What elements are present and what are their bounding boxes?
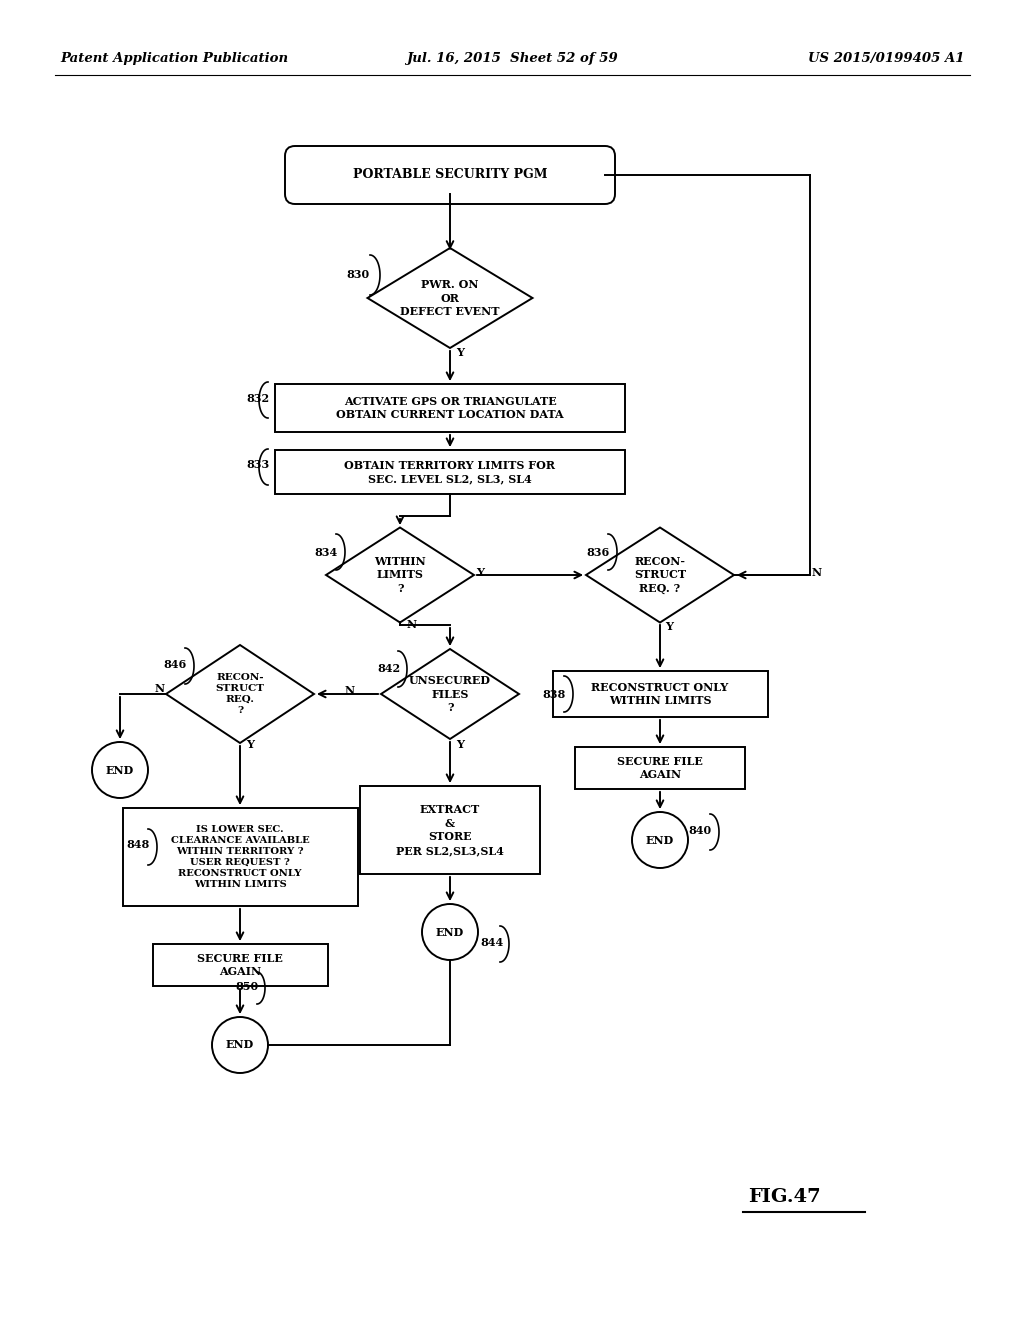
Bar [153, 944, 328, 986]
Text: Jul. 16, 2015  Sheet 52 of 59: Jul. 16, 2015 Sheet 52 of 59 [407, 51, 617, 65]
Text: 836: 836 [587, 546, 609, 557]
Text: 832: 832 [247, 392, 269, 404]
Text: FIG.47: FIG.47 [748, 1188, 820, 1206]
Circle shape [92, 742, 148, 799]
Text: SECURE FILE
AGAIN: SECURE FILE AGAIN [617, 755, 702, 780]
Bar [275, 450, 625, 494]
Text: PWR. ON
OR
DEFECT EVENT: PWR. ON OR DEFECT EVENT [400, 279, 500, 317]
Bar [553, 671, 768, 717]
Bar [275, 384, 625, 432]
Text: RECON-
STRUCT
REQ.
?: RECON- STRUCT REQ. ? [215, 673, 264, 715]
Circle shape [632, 812, 688, 869]
Text: RECON-
STRUCT
REQ. ?: RECON- STRUCT REQ. ? [634, 556, 686, 594]
Text: 834: 834 [314, 546, 338, 557]
Text: Y: Y [476, 566, 484, 578]
Text: SECURE FILE
AGAIN: SECURE FILE AGAIN [197, 953, 283, 977]
Text: Y: Y [456, 346, 464, 358]
Text: 840: 840 [688, 825, 712, 836]
Circle shape [212, 1016, 268, 1073]
Text: END: END [646, 834, 674, 846]
Text: 846: 846 [164, 660, 186, 671]
Text: Y: Y [456, 739, 464, 751]
Text: N: N [155, 682, 165, 693]
Text: ACTIVATE GPS OR TRIANGULATE
OBTAIN CURRENT LOCATION DATA: ACTIVATE GPS OR TRIANGULATE OBTAIN CURRE… [336, 396, 564, 420]
Text: N: N [407, 619, 417, 630]
Polygon shape [326, 528, 474, 623]
Text: PORTABLE SECURITY PGM: PORTABLE SECURITY PGM [352, 169, 547, 181]
Text: N: N [345, 685, 355, 696]
Text: 833: 833 [247, 459, 269, 470]
Text: END: END [226, 1040, 254, 1051]
Bar [123, 808, 357, 906]
Bar [360, 785, 540, 874]
Text: US 2015/0199405 A1: US 2015/0199405 A1 [809, 51, 965, 65]
Text: 850: 850 [236, 982, 259, 993]
Polygon shape [166, 645, 314, 743]
Text: N: N [812, 566, 822, 578]
Polygon shape [586, 528, 734, 623]
Text: Patent Application Publication: Patent Application Publication [60, 51, 288, 65]
Text: 844: 844 [480, 936, 504, 948]
Text: END: END [105, 764, 134, 776]
Circle shape [422, 904, 478, 960]
Text: WITHIN
LIMITS
?: WITHIN LIMITS ? [374, 556, 426, 594]
FancyBboxPatch shape [285, 147, 615, 205]
Bar [575, 747, 745, 789]
Text: 838: 838 [543, 689, 565, 700]
Text: OBTAIN TERRITORY LIMITS FOR
SEC. LEVEL SL2, SL3, SL4: OBTAIN TERRITORY LIMITS FOR SEC. LEVEL S… [344, 459, 555, 484]
Text: RECONSTRUCT ONLY
WITHIN LIMITS: RECONSTRUCT ONLY WITHIN LIMITS [592, 681, 729, 706]
Text: 842: 842 [378, 664, 400, 675]
Polygon shape [381, 649, 519, 739]
Text: IS LOWER SEC.
CLEARANCE AVAILABLE
WITHIN TERRITORY ?
USER REQUEST ?
RECONSTRUCT : IS LOWER SEC. CLEARANCE AVAILABLE WITHIN… [171, 825, 309, 890]
Text: EXTRACT
&
STORE
PER SL2,SL3,SL4: EXTRACT & STORE PER SL2,SL3,SL4 [396, 804, 504, 857]
Text: END: END [436, 927, 464, 937]
Text: Y: Y [246, 739, 254, 751]
Text: 848: 848 [126, 840, 150, 850]
Text: Y: Y [665, 620, 673, 631]
Text: 830: 830 [346, 269, 370, 281]
Polygon shape [368, 248, 532, 348]
Text: UNSECURED
FILES
?: UNSECURED FILES ? [409, 675, 490, 713]
